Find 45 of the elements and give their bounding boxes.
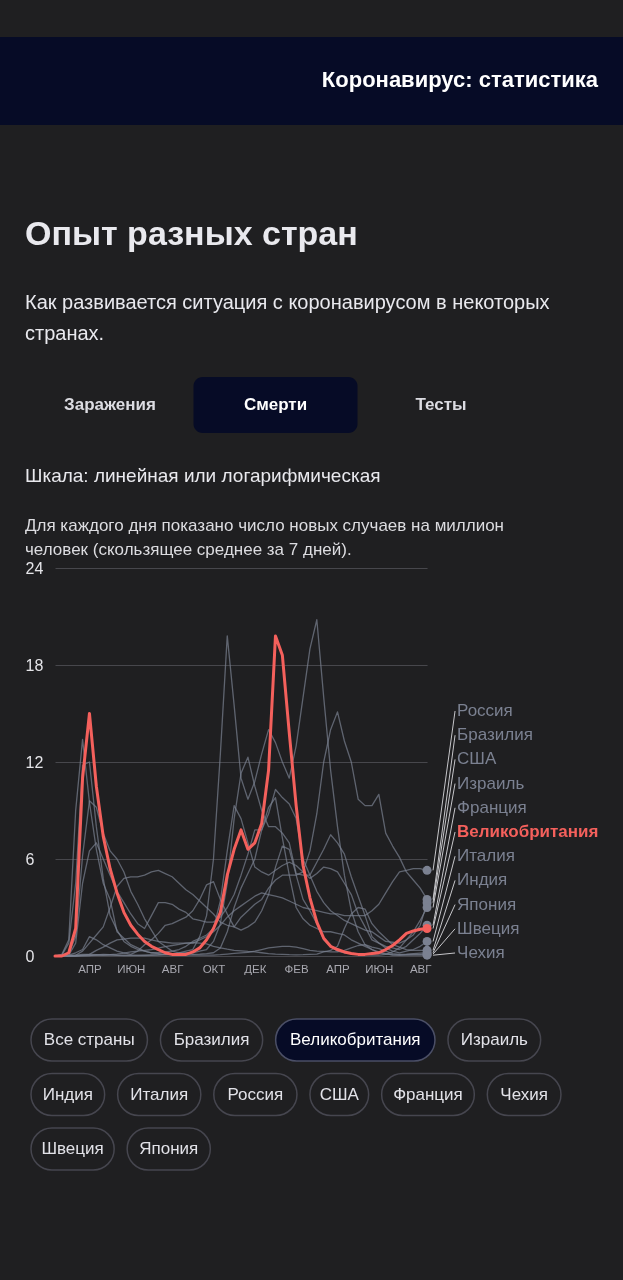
x-tick-label: АПР [78, 962, 103, 975]
x-tick-label: ИЮН [117, 962, 146, 975]
text: Япония [457, 894, 517, 914]
y-tick-label: 6 [25, 850, 35, 868]
text: Смерти [243, 395, 308, 414]
text: Италия [130, 1084, 189, 1104]
text: Все страны [43, 1030, 135, 1049]
text: Израиль [460, 1030, 529, 1049]
text: Италия [457, 846, 515, 866]
text: Россия [457, 701, 513, 720]
chart-subtitle: Как развивается ситуация с коронавирусом в некоторых странах. [25, 291, 550, 344]
text: Чехия [500, 1084, 548, 1104]
text: Франция [393, 1084, 463, 1104]
x-tick-label: ОКТ [202, 962, 226, 975]
y-tick-label: 0 [25, 947, 35, 965]
x-tick-label: АВГ [409, 962, 433, 975]
text: Россия [227, 1084, 284, 1104]
text: Великобритания [290, 1030, 421, 1049]
text: Индия [457, 870, 508, 890]
y-tick-label: 18 [25, 656, 44, 674]
x-tick-label: ДЕК [244, 962, 267, 975]
text: Швеция [41, 1139, 104, 1158]
text: Шкала: линейная или логарифмическая [25, 465, 381, 486]
x-tick-label: АПР [326, 962, 351, 975]
text: Коронавирус: статистика [321, 67, 599, 92]
text: Для каждого дня показано число новых случаев на миллион человек (скользящее среднее за 7 дней). [25, 516, 504, 559]
x-tick-label: АВГ [161, 962, 185, 975]
text: Израиль [457, 773, 525, 793]
series-label: Чехия [457, 943, 505, 962]
text: Бразилия [173, 1030, 250, 1049]
text: Заражения [64, 395, 156, 414]
y-tick-label: 24 [25, 559, 44, 577]
series-label: Швеция [457, 918, 520, 938]
text: Франция [457, 797, 527, 817]
x-tick-label: ФЕВ [284, 962, 310, 975]
text: США [319, 1084, 360, 1104]
text: Тесты [415, 395, 467, 414]
x-tick-label: ИЮН [365, 962, 394, 975]
chart-title: Опыт разных стран [25, 214, 358, 252]
text: Бразилия [457, 725, 533, 745]
text: Индия [42, 1084, 93, 1104]
text: Япония [139, 1139, 199, 1158]
text: США [457, 749, 497, 769]
y-tick-label: 12 [25, 753, 44, 771]
text: Великобритания [457, 822, 599, 841]
